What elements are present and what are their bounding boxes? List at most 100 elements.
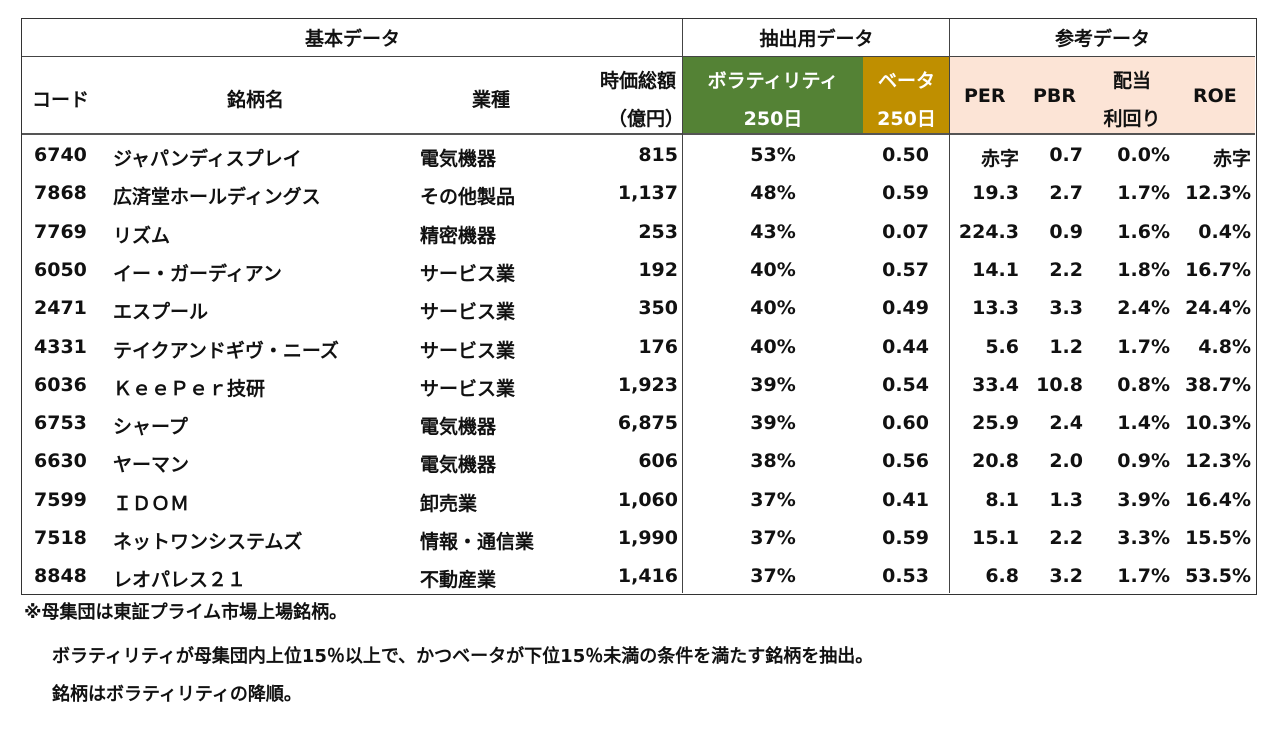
cell-beta: 0.50: [882, 144, 929, 166]
cell-roe: 0.4%: [1198, 220, 1251, 243]
cell-vol: 40%: [750, 258, 796, 281]
cell-div: 2.4%: [1117, 297, 1170, 320]
cell-roe: 16.7%: [1185, 258, 1251, 281]
table-row: 8848 レオパレス２１ 不動産業 1,416 37% 0.53 6.8 3.2 1.7% 53.…: [22, 556, 1255, 595]
table-row: 7868 広済堂ホールディングス その他製品 1,137 48% 0.59 19.3 2.7 1…: [22, 173, 1255, 212]
cell-per: 20.8: [972, 450, 1019, 473]
cell-code: 6050: [34, 258, 87, 281]
cell-beta: 0.59: [882, 182, 929, 205]
cell-name: ジャパンディスプレイ: [113, 148, 302, 170]
cell-pbr: 2.7: [1049, 182, 1083, 205]
cell-pbr: 2.2: [1049, 258, 1083, 281]
cell-div: 0.8%: [1117, 373, 1170, 396]
header-dividend-line2: 利回り: [1103, 108, 1161, 130]
cell-code: 7599: [34, 488, 87, 511]
cell-vol: 48%: [750, 182, 796, 205]
cell-div: 1.8%: [1117, 258, 1170, 281]
cell-div: 1.7%: [1117, 565, 1170, 588]
cell-mcap: 176: [638, 335, 678, 358]
cell-beta: 0.60: [882, 412, 929, 435]
cell-industry: 電気機器: [420, 454, 497, 477]
cell-pbr: 2.4: [1049, 412, 1083, 435]
header-volatility-line2: 250日: [743, 108, 803, 130]
header-mcap-line1: 時価総額: [599, 70, 676, 92]
cell-mcap: 1,923: [617, 373, 678, 396]
cell-industry: サービス業: [420, 377, 516, 400]
header-code: コード: [32, 89, 90, 111]
header-name: 銘柄名: [227, 89, 285, 111]
beta-header-fill: [863, 57, 950, 134]
table-row: 4331 テイクアンドギヴ・ニーズ サービス業 176 40% 0.44 5.6 1.2 1.7…: [22, 327, 1255, 366]
cell-vol: 37%: [750, 527, 796, 549]
cell-mcap: 253: [638, 220, 678, 243]
cell-beta: 0.07: [882, 220, 929, 243]
cell-pbr: 2.2: [1049, 527, 1083, 549]
cell-name: ＫｅｅＰｅｒ技研: [113, 377, 266, 400]
header-beta-line1: ベータ: [877, 70, 935, 92]
cell-code: 6740: [34, 144, 87, 166]
header-industry: 業種: [472, 89, 511, 111]
cell-pbr: 10.8: [1036, 373, 1083, 396]
cell-pbr: 1.3: [1049, 488, 1083, 511]
cell-industry: サービス業: [420, 262, 516, 285]
cell-mcap: 1,990: [617, 527, 678, 549]
cell-industry: 精密機器: [420, 224, 497, 247]
cell-beta: 0.57: [882, 258, 929, 281]
cell-vol: 43%: [750, 220, 796, 243]
table-row: 2471 エスプール サービス業 350 40% 0.49 13.3 3.3 2.4% 24.4%: [22, 288, 1255, 327]
group-basic-data: 基本データ: [304, 28, 400, 50]
cell-name: テイクアンドギヴ・ニーズ: [113, 339, 339, 362]
cell-industry: 電気機器: [420, 148, 497, 170]
table-row: 6753 シャープ 電気機器 6,875 39% 0.60 25.9 2.4 1.4% 10.3%: [22, 403, 1255, 442]
cell-roe: 10.3%: [1185, 412, 1251, 435]
cell-roe: 53.5%: [1185, 565, 1251, 588]
table-row: 6630 ヤーマン 電気機器 606 38% 0.56 20.8 2.0 0.9% 12.3%: [22, 441, 1255, 480]
cell-beta: 0.56: [882, 450, 929, 473]
header-roe: ROE: [1193, 85, 1237, 107]
cell-vol: 53%: [750, 144, 796, 166]
cell-beta: 0.44: [882, 335, 929, 358]
cell-roe: 24.4%: [1185, 297, 1251, 320]
cell-per: 33.4: [972, 373, 1019, 396]
cell-code: 7518: [34, 527, 87, 549]
cell-per: 14.1: [972, 258, 1019, 281]
footnote-2: ボラティリティが母集団内上位15％以上で、かつベータが下位15％未満の条件を満た…: [52, 646, 874, 667]
header-beta-line2: 250日: [877, 108, 936, 130]
cell-div: 1.6%: [1117, 220, 1170, 243]
cell-name: レオパレス２１: [113, 569, 247, 592]
cell-name: イー・ガーディアン: [113, 262, 282, 285]
cell-beta: 0.59: [882, 527, 929, 549]
cell-code: 6630: [34, 450, 87, 473]
cell-mcap: 192: [638, 258, 678, 281]
cell-industry: サービス業: [420, 301, 516, 324]
table-row: 6050 イー・ガーディアン サービス業 192 40% 0.57 14.1 2.2 1.8% 1…: [22, 250, 1255, 289]
cell-div: 0.0%: [1117, 144, 1170, 166]
cell-mcap: 1,137: [617, 182, 678, 205]
cell-code: 6753: [34, 412, 87, 435]
header-dividend-line1: 配当: [1112, 70, 1151, 92]
cell-vol: 40%: [750, 335, 796, 358]
cell-code: 4331: [34, 335, 87, 358]
group-divider-2: [949, 19, 950, 593]
cell-industry: 不動産業: [420, 569, 497, 592]
cell-per: 赤字: [980, 148, 1019, 170]
cell-industry: その他製品: [420, 186, 516, 209]
cell-div: 0.9%: [1117, 450, 1170, 473]
cell-name: 広済堂ホールディングス: [113, 186, 321, 209]
cell-div: 1.7%: [1117, 335, 1170, 358]
header-bottom-divider: [22, 133, 1255, 135]
volatility-header-fill: [683, 57, 863, 134]
cell-beta: 0.49: [882, 297, 929, 320]
header-volatility-line1: ボラティリティ: [707, 70, 839, 92]
cell-name: エスプール: [113, 301, 209, 324]
group-divider-1: [682, 19, 683, 593]
cell-mcap: 1,060: [617, 488, 678, 511]
cell-div: 1.7%: [1117, 182, 1170, 205]
cell-beta: 0.54: [882, 373, 929, 396]
cell-per: 5.6: [985, 335, 1019, 358]
cell-vol: 40%: [750, 297, 796, 320]
table-row: 7518 ネットワンシステムズ 情報・通信業 1,990 37% 0.59 15.1 2.2 3…: [22, 518, 1255, 557]
cell-pbr: 2.0: [1049, 450, 1083, 473]
cell-roe: 15.5%: [1185, 527, 1251, 549]
group-reference-data: 参考データ: [1054, 28, 1150, 50]
